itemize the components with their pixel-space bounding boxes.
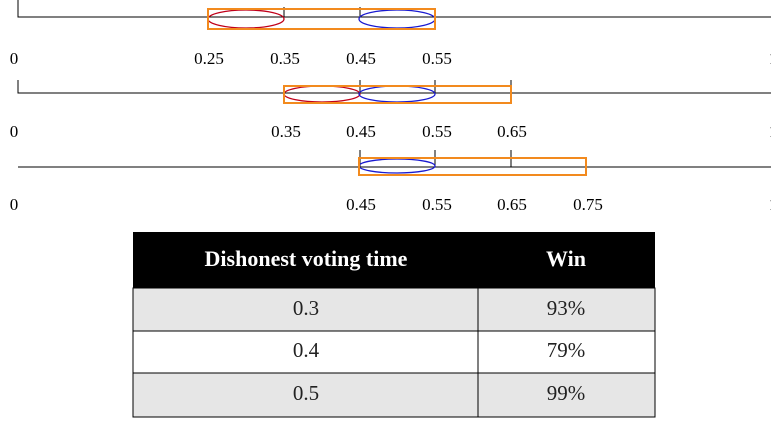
tick-label: 0 [10,122,19,141]
tick-label: 0 [10,49,19,68]
window [283,85,512,104]
interval [358,158,436,174]
axis [17,80,771,94]
interval [358,85,436,103]
interval [358,9,436,29]
cell: 93% [547,296,586,320]
timeline: 0 0.25 0.35 0.45 0.55 1 [10,0,771,68]
tick-label: 0.65 [497,122,527,141]
tick-label: 1 [769,195,771,214]
cell: 0.3 [293,296,319,320]
cell: 0.5 [293,381,319,405]
table-row [132,330,656,374]
tick-label: 0.35 [271,122,301,141]
window [358,157,587,176]
timeline: 0 0.45 0.55 0.65 0.75 1 [10,150,771,214]
tick-label: 0.55 [422,122,452,141]
tick-label: 1 [769,49,771,68]
tick-label: 0.65 [497,195,527,214]
table-row [132,372,656,418]
header-cell: Win [546,246,586,271]
tick-label: 0.25 [194,49,224,68]
table-row [132,287,656,332]
cell: 79% [547,338,586,362]
interval [283,85,361,103]
interval [207,9,285,29]
axis [17,0,771,18]
table: Dishonest voting time Win 0.3 93% 0.4 79… [132,232,656,418]
header-cell: Dishonest voting time [205,246,408,271]
tick-label: 0 [10,195,19,214]
timeline: 0 0.35 0.45 0.55 0.65 1 [10,80,771,141]
tick-label: 0.55 [422,195,452,214]
cell: 99% [547,381,586,405]
tick-label: 0.75 [573,195,603,214]
tick-label: 0.55 [422,49,452,68]
tick-label: 0.45 [346,195,376,214]
tick-label: 0.35 [270,49,300,68]
tick-label: 0.45 [346,122,376,141]
tick-label: 1 [769,122,771,141]
window [207,8,436,30]
cell: 0.4 [293,338,320,362]
tick-label: 0.45 [346,49,376,68]
table-header [133,232,655,288]
